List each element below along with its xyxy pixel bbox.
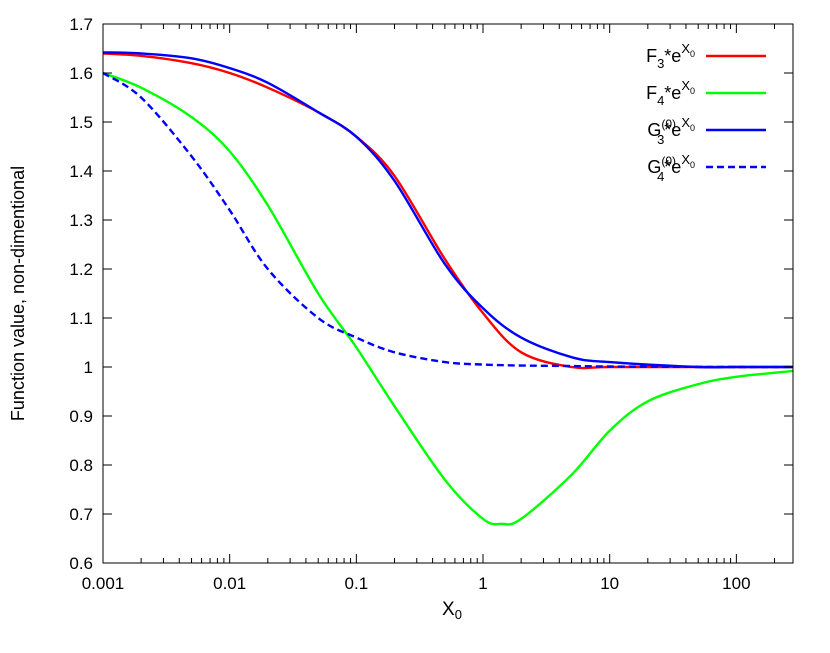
x-tick-label: 0.001 (82, 574, 125, 593)
x-tick-label: 10 (600, 574, 619, 593)
legend-exp-sub: 0 (690, 49, 695, 59)
series-line-g3 (102, 51, 793, 369)
legend-sub: 4 (657, 93, 664, 108)
y-tick-label: 1.5 (69, 113, 93, 132)
y-tick-label: 1.2 (69, 260, 93, 279)
y-tick-label: 1.3 (69, 211, 93, 230)
legend-sub: 4 (657, 169, 664, 184)
x-axis-title-sub: 0 (455, 607, 462, 622)
x-tick-label: 0.1 (345, 574, 369, 593)
ticks-layer: 0.001 0.01 0.1 1 10 100 0.6 0.7 0.8 0.9 1 1.1 1.2 1.3… (69, 15, 793, 593)
series-line-f4 (102, 71, 794, 526)
y-tick-label: 0.7 (69, 505, 93, 524)
legend-tail: *e (664, 157, 681, 177)
x-tick-label: 0.01 (213, 574, 246, 593)
legend-sub: 3 (657, 56, 664, 71)
legend-main: G (647, 120, 661, 140)
legend-main: F (646, 83, 657, 103)
legend-item-g4: G(0) 4*eX0 (647, 152, 766, 184)
legend-exp-sub: 0 (690, 160, 695, 170)
y-tick-label: 1.1 (69, 309, 93, 328)
legend-label-g3: G(0) 3*eX0 (647, 115, 695, 147)
legend-tail: *e (664, 83, 681, 103)
x-tick-label: 100 (722, 574, 750, 593)
legend-label-g4: G(0) 4*eX0 (647, 152, 695, 184)
legend-main: G (647, 157, 661, 177)
legend-item-f3: F3*eX0 (646, 41, 766, 71)
legend-exp-sub: 0 (690, 86, 695, 96)
x-tick-label: 1 (478, 574, 487, 593)
y-tick-label: 0.6 (69, 554, 93, 573)
legend-item-g3: G(0) 3*eX0 (647, 115, 766, 147)
x-axis-title: X0 (442, 599, 462, 622)
legend-label-f4: F4*eX0 (646, 78, 695, 108)
series-line-g4 (102, 71, 794, 369)
y-tick-label: 1.4 (69, 162, 93, 181)
legend-main: F (646, 46, 657, 66)
legend-exp: X (681, 115, 690, 130)
y-tick-label: 1.6 (69, 64, 93, 83)
y-tick-label: 0.9 (69, 407, 93, 426)
y-tick-label: 0.8 (69, 456, 93, 475)
legend-label-f3: F3*eX0 (646, 41, 695, 71)
legend-item-f4: F4*eX0 (646, 78, 766, 108)
y-tick-label: 1 (84, 358, 93, 377)
legend-sup: (0) (661, 117, 676, 131)
series-line-f3 (102, 52, 793, 370)
legend-tail: *e (664, 46, 681, 66)
x-axis-title-base: X (442, 599, 455, 620)
legend-exp: X (681, 41, 690, 56)
series-layer (102, 51, 794, 526)
legend-exp: X (681, 152, 690, 167)
legend-exp: X (681, 78, 690, 93)
legend-sub: 3 (657, 132, 664, 147)
plot-frame (102, 23, 794, 564)
y-axis-title: Function value, non-dimentional (8, 166, 28, 421)
legend-sup: (0) (661, 154, 676, 168)
legend-tail: *e (664, 120, 681, 140)
y-tick-label: 1.7 (69, 15, 93, 34)
legend-exp-sub: 0 (690, 123, 695, 133)
